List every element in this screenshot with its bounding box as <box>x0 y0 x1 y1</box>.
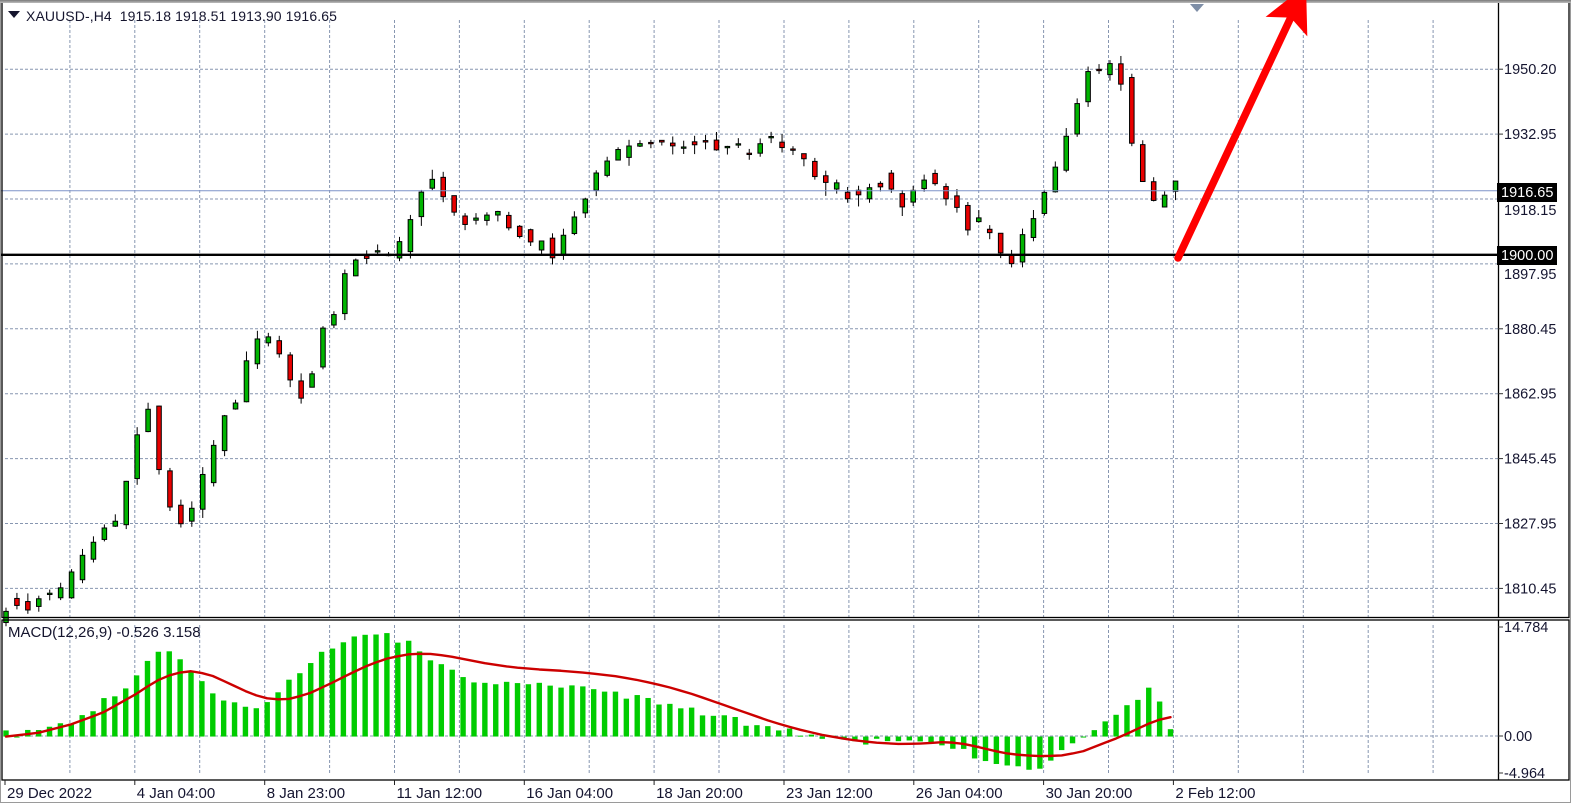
svg-text:29 Dec 2022: 29 Dec 2022 <box>7 785 92 802</box>
svg-text:16 Jan 04:00: 16 Jan 04:00 <box>526 785 613 802</box>
svg-text:4 Jan 04:00: 4 Jan 04:00 <box>137 785 215 802</box>
svg-text:1827.95: 1827.95 <box>1504 517 1556 533</box>
svg-text:1880.45: 1880.45 <box>1504 322 1556 338</box>
svg-text:1845.45: 1845.45 <box>1504 452 1556 468</box>
svg-text:1932.95: 1932.95 <box>1504 127 1556 143</box>
svg-text:23 Jan 12:00: 23 Jan 12:00 <box>786 785 873 802</box>
svg-text:30 Jan 20:00: 30 Jan 20:00 <box>1046 785 1133 802</box>
svg-text:1950.20: 1950.20 <box>1504 62 1556 78</box>
svg-text:-4.964: -4.964 <box>1504 766 1545 782</box>
svg-text:18 Jan 20:00: 18 Jan 20:00 <box>656 785 743 802</box>
svg-text:8 Jan 23:00: 8 Jan 23:00 <box>267 785 345 802</box>
svg-text:1810.45: 1810.45 <box>1504 581 1556 597</box>
svg-text:11 Jan 12:00: 11 Jan 12:00 <box>397 785 483 802</box>
svg-text:1862.95: 1862.95 <box>1504 387 1556 403</box>
svg-text:2 Feb 12:00: 2 Feb 12:00 <box>1175 785 1255 802</box>
svg-text:26 Jan 04:00: 26 Jan 04:00 <box>916 785 1003 802</box>
svg-text:14.784: 14.784 <box>1504 620 1548 636</box>
svg-text:0.00: 0.00 <box>1504 729 1532 745</box>
